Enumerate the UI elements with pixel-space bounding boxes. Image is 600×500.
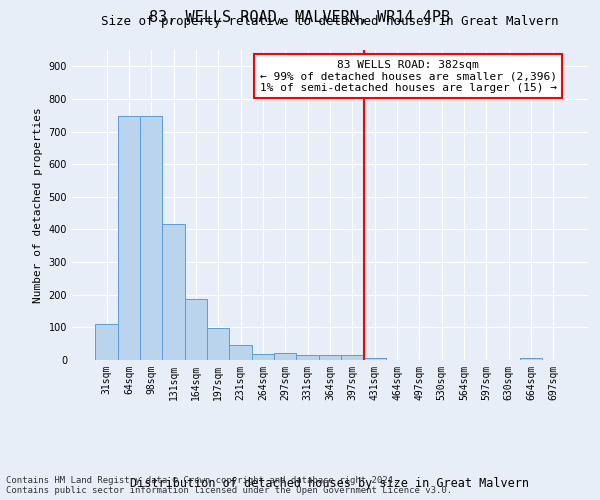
X-axis label: Distribution of detached houses by size in Great Malvern: Distribution of detached houses by size …: [131, 476, 530, 490]
Bar: [274, 354, 296, 360]
Bar: [296, 355, 319, 360]
Text: Contains HM Land Registry data © Crown copyright and database right 2024.
Contai: Contains HM Land Registry data © Crown c…: [6, 476, 452, 495]
Bar: [95, 324, 118, 360]
Bar: [118, 116, 140, 360]
Bar: [364, 358, 386, 360]
Title: Size of property relative to detached houses in Great Malvern: Size of property relative to detached ho…: [101, 15, 559, 28]
Bar: [252, 354, 274, 360]
Text: 83 WELLS ROAD: 382sqm
← 99% of detached houses are smaller (2,396)
1% of semi-de: 83 WELLS ROAD: 382sqm ← 99% of detached …: [260, 60, 557, 92]
Y-axis label: Number of detached properties: Number of detached properties: [33, 107, 43, 303]
Bar: [163, 224, 185, 360]
Bar: [185, 298, 207, 360]
Text: 83, WELLS ROAD, MALVERN, WR14 4PB: 83, WELLS ROAD, MALVERN, WR14 4PB: [149, 10, 451, 25]
Bar: [341, 355, 364, 360]
Bar: [140, 116, 163, 360]
Bar: [319, 355, 341, 360]
Bar: [229, 346, 252, 360]
Bar: [207, 328, 229, 360]
Bar: [520, 358, 542, 360]
